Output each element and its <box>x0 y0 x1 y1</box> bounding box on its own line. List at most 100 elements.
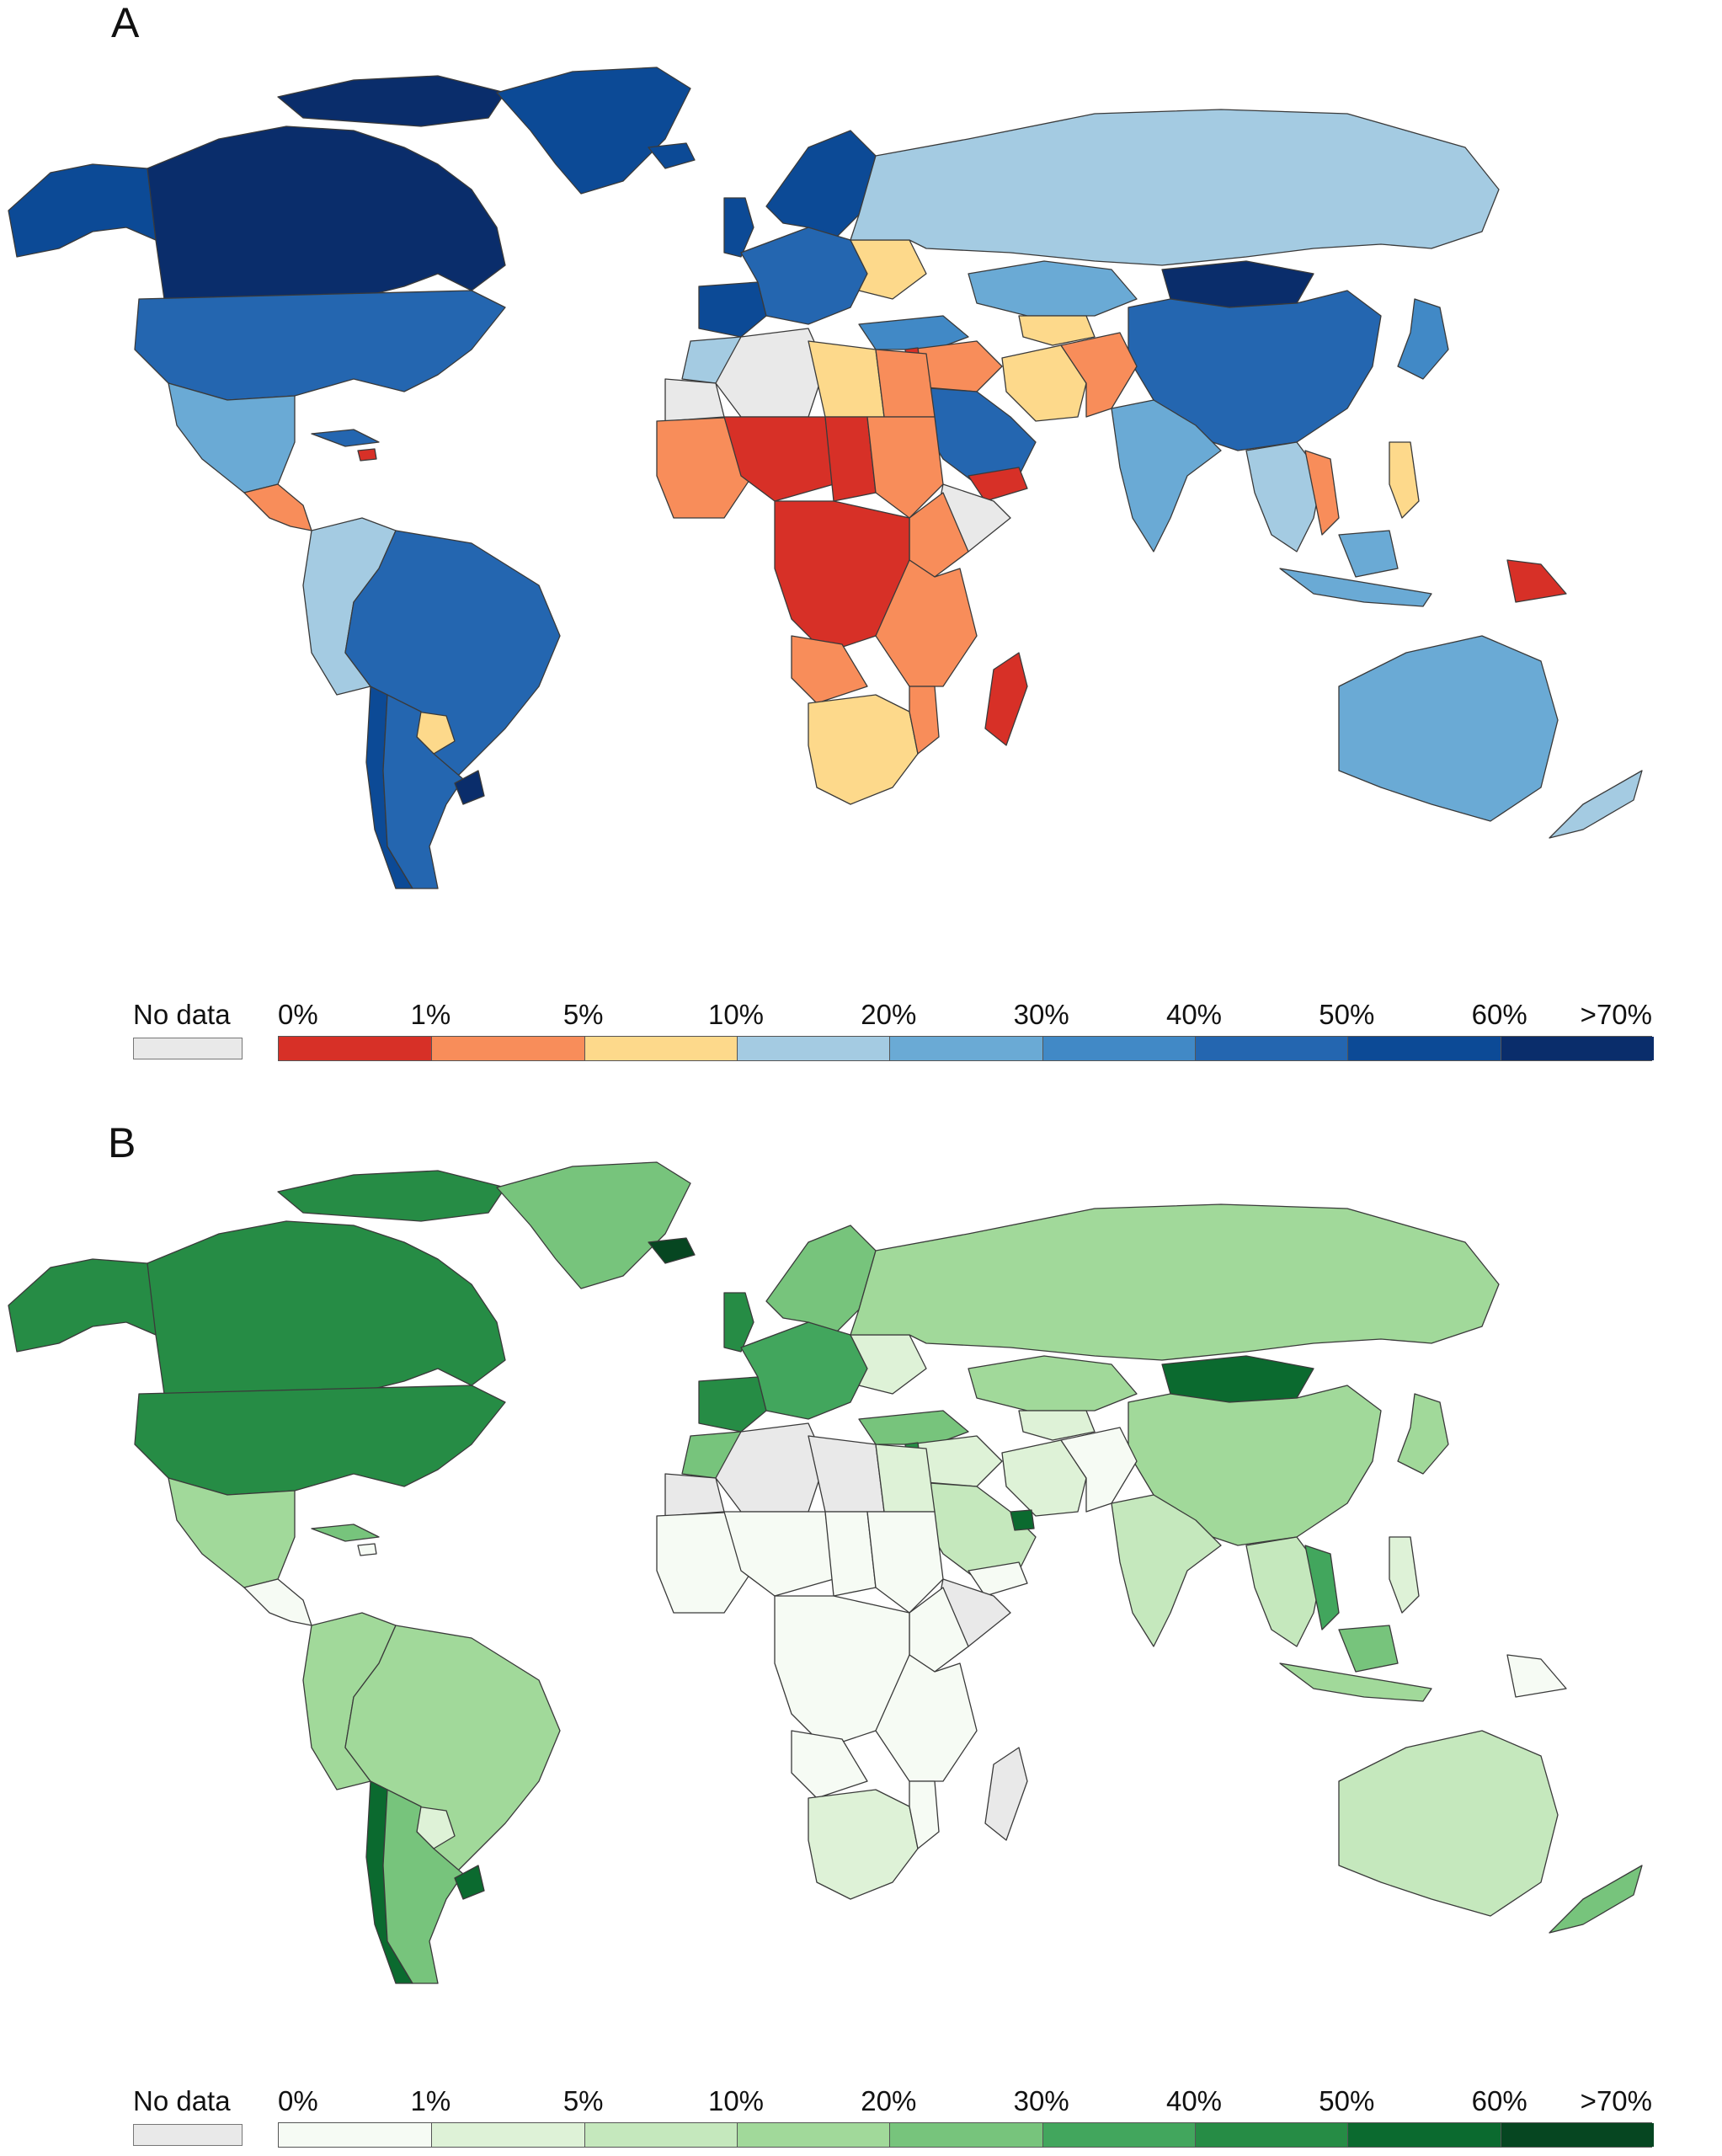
region-caribbean <box>311 1524 380 1542</box>
region-argentina <box>382 694 464 889</box>
region-uk <box>723 197 754 258</box>
region-iceland <box>648 1237 696 1264</box>
region-madagascar <box>984 652 1028 746</box>
region-japan <box>1397 298 1449 380</box>
scale-swatch <box>1347 1037 1502 1060</box>
tick-label: 1% <box>410 2085 451 2116</box>
region-indonesia <box>1279 568 1432 607</box>
region-southern-africa <box>808 694 919 805</box>
region-mali-niger <box>723 1511 834 1597</box>
region-europe-west <box>740 227 868 325</box>
region-usa <box>134 290 506 401</box>
region-east-africa <box>875 1654 978 1782</box>
panel-label: B <box>108 1119 136 1166</box>
region-yemen <box>968 1561 1028 1597</box>
region-philippines <box>1389 1536 1420 1614</box>
tick-label: 20% <box>861 999 917 1030</box>
region-png <box>1506 559 1567 603</box>
region-sudan <box>866 416 944 519</box>
region-libya <box>808 1435 885 1513</box>
region-uae <box>1010 1509 1035 1531</box>
region-madagascar <box>984 1747 1028 1841</box>
region-new-zealand <box>1549 770 1643 839</box>
region-mozambique <box>909 686 940 755</box>
region-southern-africa <box>808 1789 919 1900</box>
region-australia <box>1338 635 1559 822</box>
tick-label: 40% <box>1165 999 1223 1030</box>
tick-label: 5% <box>562 999 604 1030</box>
region-australia <box>1338 1730 1559 1917</box>
no-data-swatch <box>133 1038 243 1059</box>
region-mongolia <box>1161 260 1314 308</box>
no-data-label: No data <box>133 2085 231 2116</box>
region-egypt <box>875 1444 936 1513</box>
panel-b: B <box>0 1086 1722 2156</box>
region-yemen <box>968 467 1028 502</box>
region-mali-niger <box>723 416 834 502</box>
scale-swatch <box>737 2123 891 2147</box>
region-russia <box>850 1203 1500 1361</box>
region-indonesia <box>1279 1662 1432 1702</box>
tick-label: 60% <box>1471 999 1527 1030</box>
scale-swatch <box>1500 1037 1655 1060</box>
tick-label: 10% <box>707 999 765 1030</box>
region-libya <box>808 340 885 418</box>
region-vietnam <box>1304 450 1340 536</box>
scale-swatch <box>1195 1037 1349 1060</box>
region-central-america <box>243 1578 312 1626</box>
region-caribbean <box>311 429 380 447</box>
region-chad <box>824 1511 877 1597</box>
tick-label: 30% <box>1013 2085 1069 2116</box>
tick-label: 30% <box>1013 999 1069 1030</box>
region-argentina <box>382 1789 464 1984</box>
region-usa <box>134 1385 506 1496</box>
region-iberia <box>698 281 767 338</box>
legend: No data 0% 1% 5% 10% 20% 30% 40% 50% 60% >70% <box>0 994 1722 1070</box>
region-borneo <box>1338 1625 1399 1673</box>
tick-label: 40% <box>1165 2085 1223 2116</box>
region-alaska <box>8 163 165 258</box>
region-greenland <box>496 1161 691 1289</box>
tick-label: >70% <box>1580 2085 1652 2116</box>
region-europe-west <box>740 1321 868 1420</box>
tick-label: 50% <box>1319 2085 1375 2116</box>
region-uzbekistan <box>1018 315 1096 346</box>
legend: No data 0% 1% 5% 10% 20% 30% 40% 50% 60% >70% <box>0 2080 1722 2156</box>
scale-swatch <box>584 2123 738 2147</box>
region-russia <box>850 109 1500 266</box>
panel-label: A <box>111 0 140 46</box>
region-alaska <box>8 1258 165 1353</box>
region-uzbekistan <box>1018 1410 1096 1441</box>
region-india <box>1111 399 1222 552</box>
region-png <box>1506 1654 1567 1698</box>
region-arctic-islands <box>277 75 506 127</box>
region-uruguay <box>454 770 485 805</box>
region-egypt <box>875 349 936 418</box>
scale-swatch <box>1042 2123 1197 2147</box>
scale-swatch <box>1347 2123 1502 2147</box>
region-uruguay <box>454 1865 485 1900</box>
tick-label: 0% <box>278 2085 318 2116</box>
region-se-asia <box>1245 441 1323 552</box>
region-central-asia <box>968 1355 1138 1412</box>
tick-label: 50% <box>1319 999 1375 1030</box>
color-scale <box>278 2122 1655 2148</box>
panel-a: A <box>0 0 1722 1070</box>
region-se-asia <box>1245 1536 1323 1647</box>
region-angola <box>791 635 868 704</box>
region-haiti <box>357 448 377 462</box>
color-scale <box>278 1036 1655 1061</box>
region-mexico <box>168 1477 296 1588</box>
world-map <box>8 67 1643 889</box>
region-arctic-islands <box>277 1170 506 1222</box>
region-japan <box>1397 1393 1449 1475</box>
scale-swatch <box>1500 2123 1655 2147</box>
scale-swatch <box>889 2123 1044 2147</box>
region-central-america <box>243 483 312 531</box>
region-iberia <box>698 1376 767 1433</box>
region-vietnam <box>1304 1545 1340 1630</box>
scale-swatch <box>584 1037 738 1060</box>
region-borneo <box>1338 530 1399 578</box>
world-map <box>8 1161 1643 1984</box>
scale-swatch <box>737 1037 891 1060</box>
